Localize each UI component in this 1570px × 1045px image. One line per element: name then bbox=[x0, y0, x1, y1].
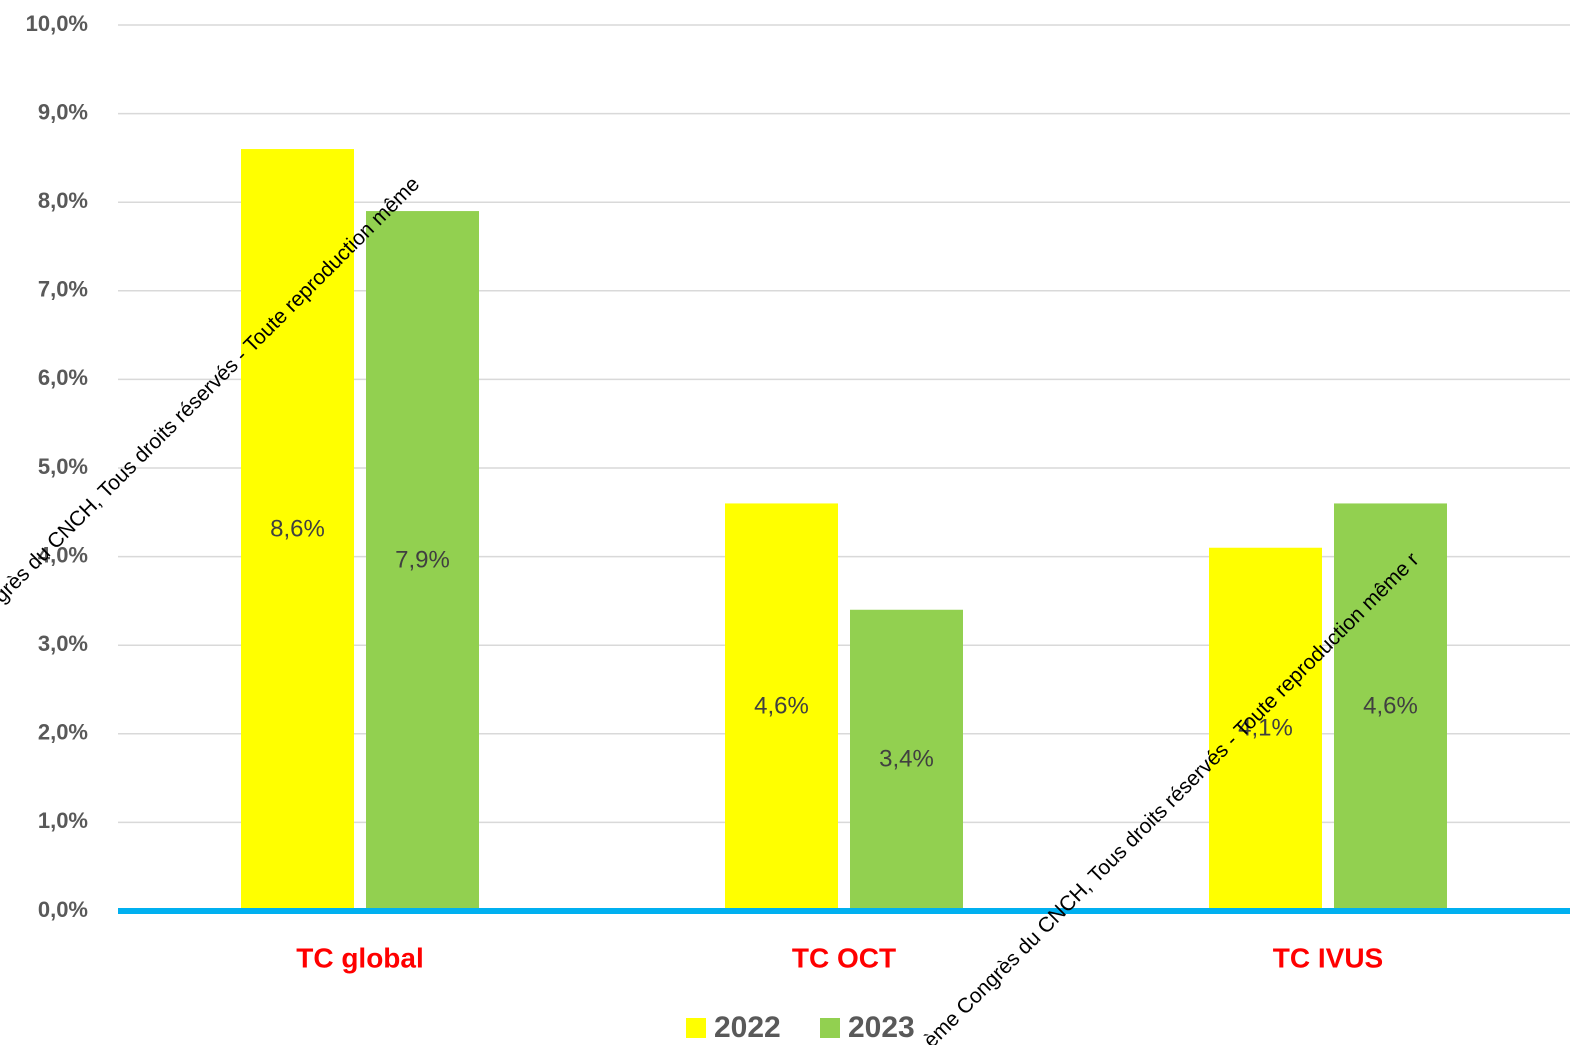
bar bbox=[850, 609, 963, 911]
y-tick-label: 8,0% bbox=[38, 188, 88, 213]
data-label: 7,9% bbox=[395, 546, 450, 573]
data-label: 3,4% bbox=[879, 746, 934, 773]
bar bbox=[366, 211, 479, 911]
y-tick-label: 5,0% bbox=[38, 454, 88, 479]
data-label: 4,1% bbox=[1238, 715, 1293, 742]
bar bbox=[725, 503, 838, 911]
x-tick-label: TC IVUS bbox=[1273, 942, 1383, 973]
legend-label: 2022 bbox=[714, 1011, 781, 1044]
legend-swatch bbox=[820, 1018, 840, 1038]
legend-label: 2023 bbox=[848, 1011, 915, 1044]
bar bbox=[1209, 547, 1322, 911]
data-label: 8,6% bbox=[270, 515, 325, 542]
data-label: 4,6% bbox=[1363, 693, 1418, 720]
data-label: 4,6% bbox=[754, 693, 809, 720]
y-tick-label: 3,0% bbox=[38, 631, 88, 656]
y-tick-label: 4,0% bbox=[38, 542, 88, 567]
y-tick-label: 10,0% bbox=[26, 11, 88, 36]
y-tick-label: 9,0% bbox=[38, 99, 88, 124]
y-tick-label: 2,0% bbox=[38, 720, 88, 745]
y-tick-label: 6,0% bbox=[38, 365, 88, 390]
x-tick-label: TC OCT bbox=[792, 942, 896, 973]
bar bbox=[241, 149, 354, 912]
x-tick-label: TC global bbox=[296, 942, 424, 973]
y-tick-label: 0,0% bbox=[38, 897, 88, 922]
legend-swatch bbox=[686, 1018, 706, 1038]
bar bbox=[1334, 503, 1447, 911]
y-tick-label: 7,0% bbox=[38, 277, 88, 302]
y-tick-label: 1,0% bbox=[38, 808, 88, 833]
